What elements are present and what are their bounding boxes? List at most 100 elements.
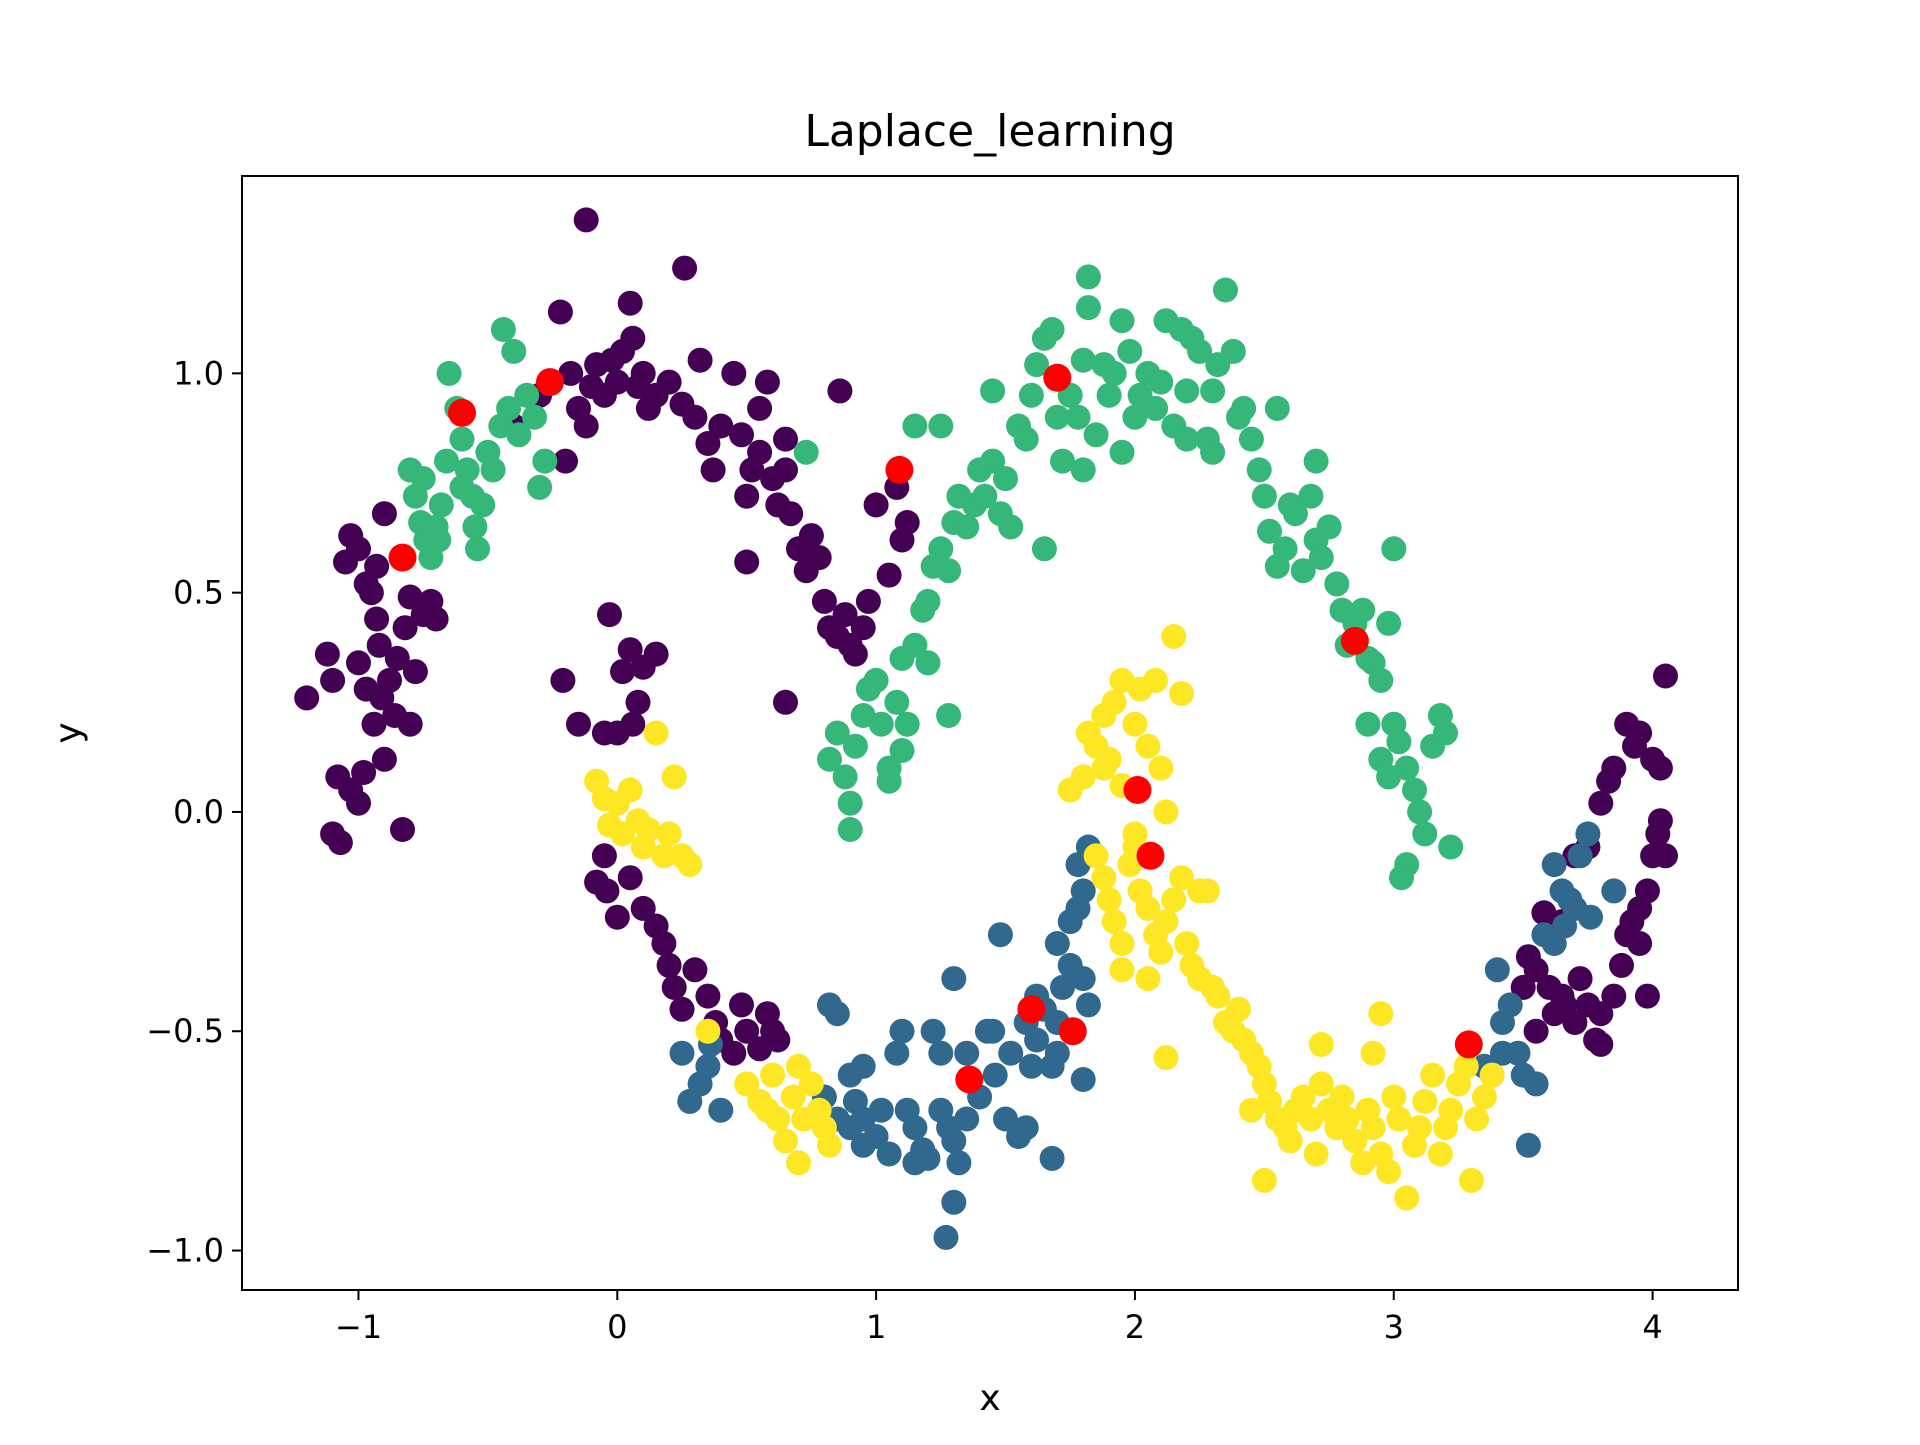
- data-point-class2: [1213, 277, 1238, 303]
- labeled-point: [1136, 841, 1165, 870]
- data-point-class3: [754, 1097, 780, 1123]
- data-point-class0: [327, 830, 353, 856]
- data-point-class3: [1471, 1084, 1497, 1110]
- data-point-class0: [630, 895, 656, 921]
- data-point-class0: [384, 645, 410, 671]
- data-point-class2: [1376, 610, 1402, 636]
- data-point-class2: [514, 382, 540, 408]
- data-point-class3: [1381, 1084, 1407, 1110]
- data-point-class2: [1389, 865, 1414, 891]
- data-point-class3: [1153, 799, 1179, 825]
- data-point-class0: [320, 667, 346, 693]
- data-point-class2: [532, 448, 558, 474]
- data-point-class2: [436, 360, 462, 386]
- data-point-class1: [915, 1145, 941, 1171]
- data-point-class2: [1220, 338, 1246, 364]
- data-point-class2: [410, 466, 436, 492]
- data-point-class0: [402, 659, 428, 685]
- x-tick-label: −1: [335, 1308, 382, 1346]
- data-point-class2: [915, 588, 941, 614]
- data-point-class0: [346, 650, 371, 676]
- data-point-class0: [827, 378, 853, 404]
- data-point-class0: [604, 904, 630, 930]
- data-point-class2: [936, 703, 962, 728]
- data-point-class0: [604, 369, 630, 395]
- data-point-class0: [294, 685, 320, 711]
- data-point-class2: [1070, 457, 1096, 483]
- data-point-class2: [837, 817, 863, 842]
- data-point-class2: [462, 514, 488, 540]
- data-point-class3: [1161, 887, 1187, 913]
- data-point-class0: [1588, 1031, 1614, 1057]
- data-point-class0: [364, 553, 390, 579]
- data-point-class3: [1376, 1159, 1402, 1185]
- data-point-class0: [708, 413, 734, 439]
- data-point-class2: [1257, 518, 1282, 544]
- data-point-class0: [798, 523, 824, 549]
- data-point-class1: [1044, 1040, 1070, 1066]
- data-point-class0: [346, 536, 371, 562]
- data-point-class3: [1169, 865, 1194, 891]
- data-point-class0: [358, 580, 384, 606]
- data-point-class3: [1394, 1185, 1420, 1211]
- data-point-class2: [434, 448, 459, 474]
- data-point-class0: [876, 562, 902, 588]
- data-point-class2: [1122, 404, 1148, 430]
- data-point-class2: [1324, 571, 1350, 597]
- data-point-class3: [617, 777, 643, 803]
- data-point-class1: [941, 1189, 967, 1215]
- data-point-class2: [1083, 422, 1109, 448]
- data-point-class0: [1601, 983, 1627, 1009]
- data-point-class2: [1381, 536, 1407, 562]
- data-point-class0: [1634, 983, 1660, 1009]
- data-point-class3: [780, 1084, 806, 1110]
- data-point-class2: [1308, 545, 1334, 571]
- data-point-class3: [1096, 887, 1122, 913]
- data-point-class1: [1013, 1115, 1039, 1141]
- data-point-class0: [672, 255, 698, 281]
- data-point-class3: [677, 852, 703, 878]
- data-point-class1: [928, 1040, 954, 1066]
- data-point-class0: [842, 641, 868, 667]
- data-point-class2: [1438, 834, 1464, 860]
- data-point-class2: [1174, 378, 1200, 404]
- labeled-point: [955, 1065, 984, 1094]
- data-point-class0: [1531, 900, 1557, 926]
- x-axis-label: x: [979, 1378, 1000, 1419]
- data-point-class1: [708, 1097, 734, 1123]
- data-point-class3: [1329, 1084, 1355, 1110]
- data-point-class1: [933, 1224, 959, 1250]
- data-point-class2: [894, 711, 920, 737]
- y-tick-label: 0.0: [173, 793, 224, 831]
- data-point-class2: [426, 527, 452, 553]
- data-point-class2: [496, 395, 522, 421]
- data-point-class2: [1251, 483, 1277, 509]
- x-tick-label: 2: [1125, 1308, 1145, 1346]
- data-point-class3: [773, 1128, 798, 1154]
- data-point-class0: [397, 711, 423, 737]
- data-point-class0: [314, 641, 340, 667]
- data-point-class0: [773, 689, 798, 715]
- data-point-class0: [656, 369, 682, 395]
- data-point-class0: [361, 711, 387, 737]
- data-point-class2: [1148, 369, 1174, 395]
- data-point-class0: [832, 602, 858, 628]
- labeled-point: [1043, 363, 1072, 392]
- data-point-class2: [876, 768, 902, 794]
- data-point-class0: [682, 957, 708, 983]
- data-point-class2: [928, 536, 954, 562]
- data-point-class1: [1601, 878, 1627, 904]
- data-point-class3: [1226, 996, 1251, 1022]
- y-tick-label: −0.5: [146, 1012, 224, 1050]
- data-point-class2: [1065, 404, 1091, 430]
- data-point-class3: [1303, 1141, 1329, 1167]
- data-point-class0: [773, 426, 798, 452]
- data-point-class2: [1386, 729, 1412, 755]
- data-point-class2: [998, 514, 1024, 540]
- data-point-class0: [894, 510, 920, 535]
- data-point-class1: [1567, 843, 1593, 869]
- data-point-class1: [1515, 1132, 1541, 1158]
- data-point-class0: [734, 549, 760, 575]
- data-point-class2: [1290, 558, 1316, 584]
